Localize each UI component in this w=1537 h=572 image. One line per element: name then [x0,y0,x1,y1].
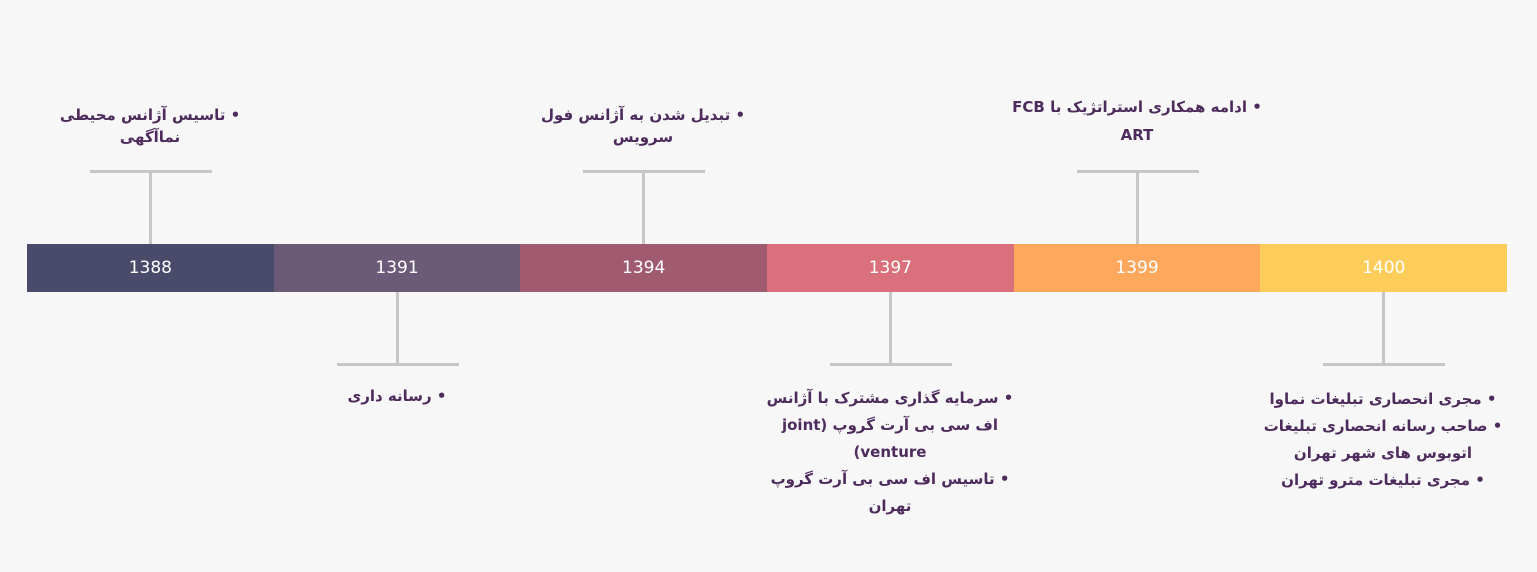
event-line: • تاسیس اف سی بی آرت گروپ [770,470,1010,488]
year-label: 1399 [1115,258,1159,278]
event-1400: • مجری انحصاری تبلیغات نماوا • صاحب رسان… [1233,386,1533,494]
event-line: ART [1120,126,1154,144]
year-label: 1388 [128,258,172,278]
event-line: تهران [868,497,912,515]
event-line: نماآگهی [119,128,181,146]
event-1399: • ادامه همکاری استراتژیک با FCB ART [1007,93,1267,149]
event-line: سرویس [612,128,674,146]
year-label: 1397 [868,258,912,278]
connector-crossbar [830,363,952,366]
year-label: 1394 [622,258,666,278]
event-line: اتوبوس های شهر تهران [1293,444,1473,462]
segment-1391: 1391 [273,244,521,292]
year-label: 1391 [375,258,419,278]
event-line: • تبدیل شدن به آژانس فول [540,106,746,124]
event-1388: • تاسیس آژانس محیطی نماآگهی [20,104,280,148]
connector-crossbar [1323,363,1445,366]
event-line: • مجری انحصاری تبلیغات نماوا [1269,390,1497,408]
event-line: • ادامه همکاری استراتژیک با FCB [1012,98,1262,116]
segment-1400: 1400 [1260,244,1508,292]
event-1391: • رسانه داری [267,383,527,410]
connector-stem [396,292,399,365]
timeline-bar: 1388 1391 1394 1397 1399 1400 [27,244,1508,292]
event-line: venture) [853,443,927,461]
event-line: • مجری تبلیغات مترو تهران [1281,471,1485,489]
event-line: اف سی بی آرت گروپ (joint [781,416,998,434]
event-line: • سرمایه گذاری مشترک با آژانس [766,389,1014,407]
segment-1388: 1388 [27,244,274,292]
event-1394: • تبدیل شدن به آژانس فول سرویس [513,104,773,148]
event-1397: • سرمایه گذاری مشترک با آژانس اف سی بی آ… [740,385,1040,520]
event-line: • تاسیس آژانس محیطی [59,106,241,124]
connector-stem [1382,292,1385,365]
connector-stem [889,292,892,365]
year-label: 1400 [1362,258,1406,278]
event-line: • صاحب رسانه انحصاری تبلیغات [1263,417,1503,435]
connector-stem [1136,170,1139,244]
segment-1394: 1394 [520,244,768,292]
connector-stem [149,170,152,244]
segment-1399: 1399 [1013,244,1261,292]
connector-stem [642,170,645,244]
connector-crossbar [337,363,459,366]
segment-1397: 1397 [767,244,1014,292]
event-line: • رسانه داری [347,387,447,405]
